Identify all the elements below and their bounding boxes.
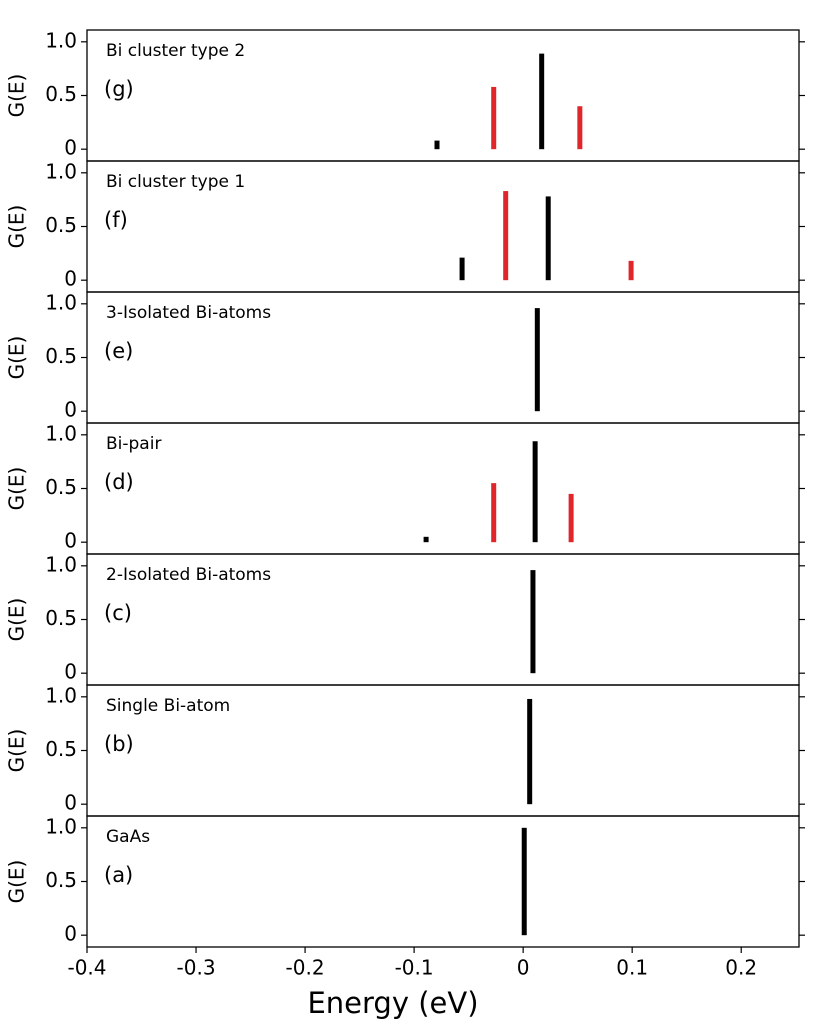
y-axis-label: G(E) xyxy=(5,336,29,380)
y-axis-label: G(E) xyxy=(5,598,29,642)
panel-frame xyxy=(86,422,800,555)
bar xyxy=(532,441,538,543)
bar xyxy=(491,483,497,543)
x-tick-label: 0 xyxy=(517,956,530,980)
bar xyxy=(503,191,509,281)
y-tick-label: 0.5 xyxy=(45,737,77,761)
bar xyxy=(534,308,540,412)
y-tick-label: 1.0 xyxy=(45,814,77,838)
y-tick-label: 0.5 xyxy=(45,213,77,237)
panel-title: Bi-pair xyxy=(106,434,161,454)
bar xyxy=(459,257,465,281)
panel-title: 2-Isolated Bi-atoms xyxy=(106,565,271,585)
y-tick-label: 0.5 xyxy=(45,344,77,368)
y-tick-label: 1.0 xyxy=(45,421,77,445)
y-tick-label: 1.0 xyxy=(45,28,77,52)
bar xyxy=(423,536,429,543)
x-tick-label: -0.4 xyxy=(67,956,106,980)
panel-label: (a) xyxy=(104,863,133,887)
y-tick-label: 1.0 xyxy=(45,552,77,576)
bar xyxy=(628,260,634,281)
x-tick-label: 0.1 xyxy=(616,956,648,980)
bar xyxy=(545,196,551,281)
bar xyxy=(491,86,497,150)
panel-label: (f) xyxy=(104,208,128,232)
bar xyxy=(434,140,440,150)
y-tick-label: 0.5 xyxy=(45,606,77,630)
x-tick-label: -0.3 xyxy=(177,956,216,980)
y-axis-label: G(E) xyxy=(5,74,29,118)
panel-title: 3-Isolated Bi-atoms xyxy=(106,303,271,323)
bar xyxy=(521,827,527,936)
panel-label: (g) xyxy=(104,77,134,101)
y-tick-label: 0 xyxy=(64,922,77,946)
y-tick-label: 1.0 xyxy=(45,683,77,707)
panel-label: (c) xyxy=(104,601,132,625)
panel-frame xyxy=(86,815,800,948)
panel-label: (d) xyxy=(104,470,134,494)
y-axis-label: G(E) xyxy=(5,860,29,904)
bar xyxy=(530,570,536,674)
x-axis-label: Energy (eV) xyxy=(307,986,478,1020)
bar xyxy=(539,53,545,150)
x-tick-label: 0.2 xyxy=(725,956,757,980)
panel-title: Bi cluster type 1 xyxy=(106,172,245,192)
panel-title: Single Bi-atom xyxy=(106,696,230,716)
y-tick-label: 1.0 xyxy=(45,159,77,183)
y-axis-label: G(E) xyxy=(5,205,29,249)
y-tick-label: 0 xyxy=(64,136,77,160)
y-tick-label: 1.0 xyxy=(45,290,77,314)
panel-title: Bi cluster type 2 xyxy=(106,41,245,61)
bar xyxy=(527,698,533,805)
y-tick-label: 0 xyxy=(64,660,77,684)
y-axis-label: G(E) xyxy=(5,467,29,511)
panel-title: GaAs xyxy=(106,827,150,847)
y-tick-label: 0 xyxy=(64,529,77,553)
y-tick-label: 0 xyxy=(64,267,77,291)
bar xyxy=(568,493,574,543)
y-tick-label: 0.5 xyxy=(45,868,77,892)
panel-label: (e) xyxy=(104,339,133,363)
y-axis-label: G(E) xyxy=(5,729,29,773)
bar xyxy=(577,106,583,150)
y-tick-label: 0 xyxy=(64,791,77,815)
y-tick-label: 0.5 xyxy=(45,475,77,499)
x-tick-label: -0.1 xyxy=(395,956,434,980)
panel-label: (b) xyxy=(104,732,134,756)
y-tick-label: 0.5 xyxy=(45,82,77,106)
y-tick-label: 0 xyxy=(64,398,77,422)
x-tick-label: -0.2 xyxy=(286,956,325,980)
